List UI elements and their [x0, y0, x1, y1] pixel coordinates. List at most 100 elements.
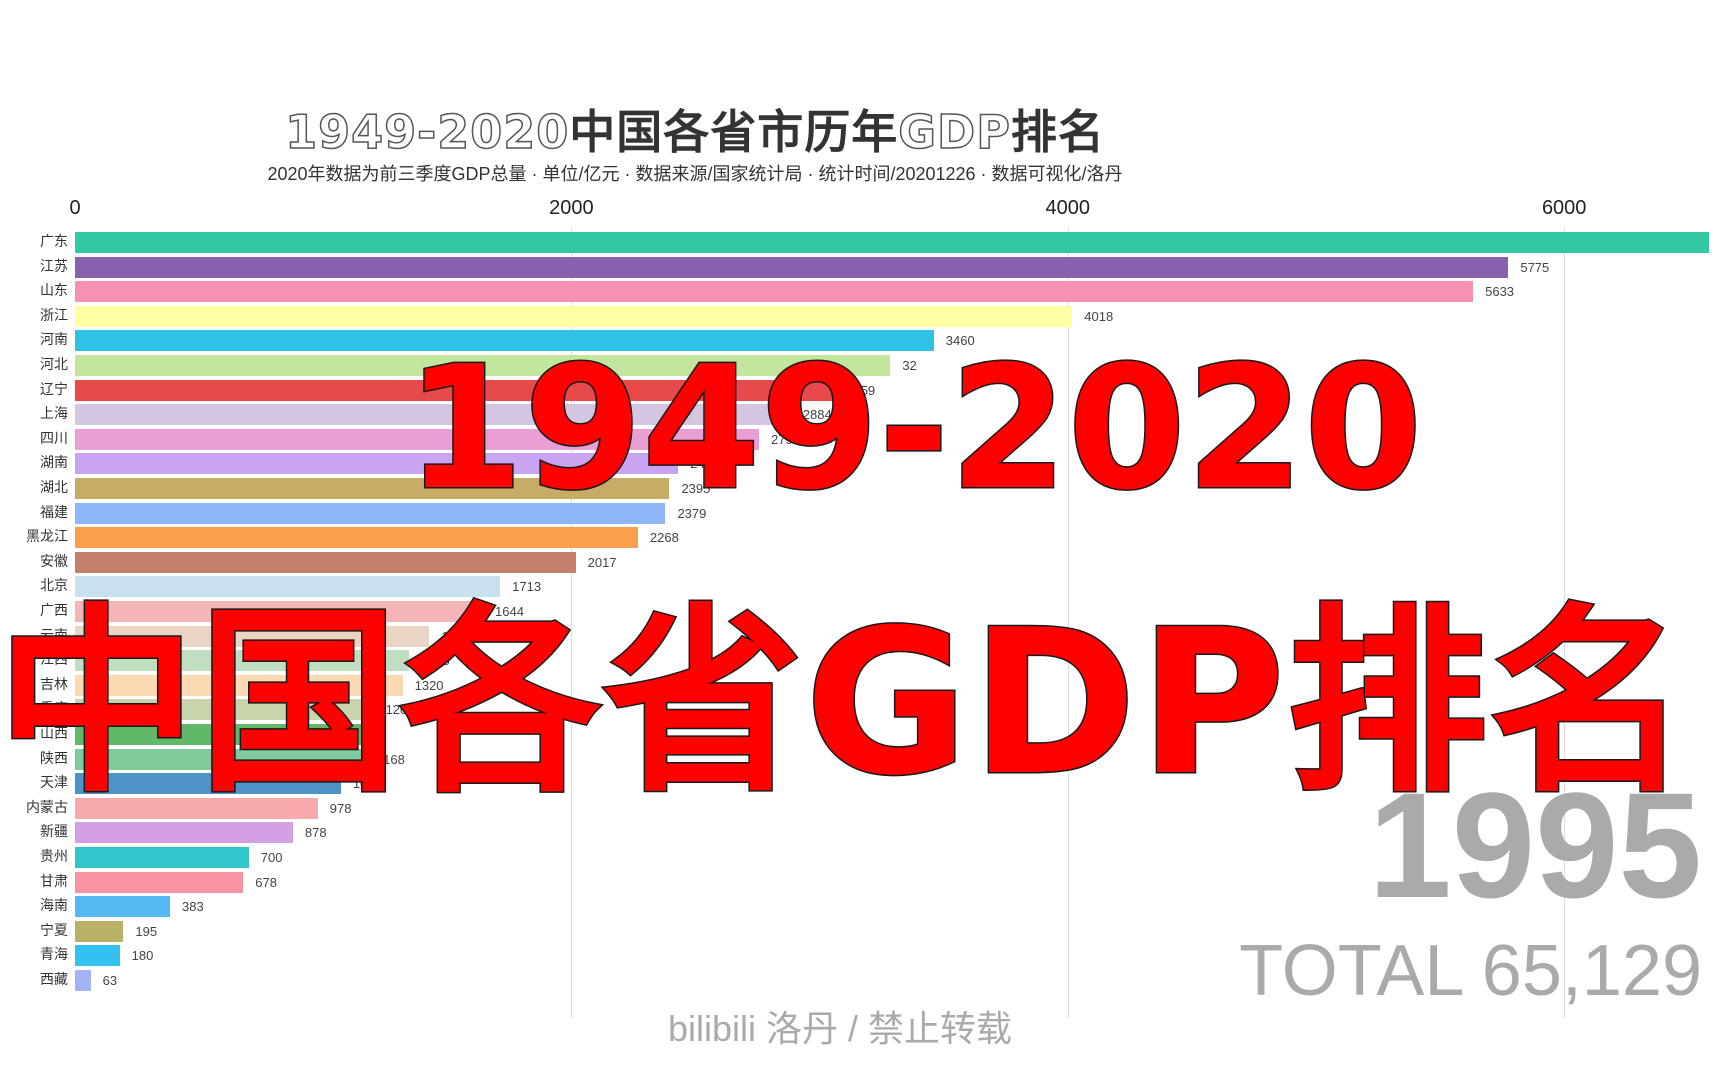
bar-row: 山东 5633: [0, 281, 1728, 303]
chart-title: 1949-2020中国各省市历年GDP排名: [0, 96, 1390, 162]
bar-row: 安徽 2017: [0, 551, 1728, 573]
gridline: [1067, 228, 1069, 1018]
bar-value-label: 3059: [846, 382, 876, 398]
gdp-bar: [75, 601, 484, 622]
province-label: 广东: [40, 234, 68, 250]
gdp-bar: [75, 478, 670, 499]
gdp-bar: [75, 305, 1073, 327]
gdp-bar: [75, 625, 430, 647]
gdp-bar: [75, 674, 403, 696]
gdp-bar: [75, 650, 409, 672]
province-label: 宁夏: [40, 922, 68, 939]
gdp-bar: [75, 970, 91, 991]
bar-value-label: 1713: [512, 579, 542, 595]
bar-row: 上海 2884: [0, 404, 1728, 426]
bar-value-label: 2379: [677, 505, 707, 521]
total-label: TOTAL 65,129: [1239, 931, 1702, 1011]
bar-value-label: 1320: [414, 677, 444, 693]
gdp-bar: [75, 822, 293, 844]
bar-value-label: 700: [260, 850, 283, 865]
gdp-bar: [75, 404, 791, 426]
bar-value-label: 5775: [1520, 259, 1550, 275]
province-label: 吉林: [40, 676, 68, 693]
overlay-years-text: 1949-2020: [404, 329, 1424, 530]
gridline: [571, 228, 573, 1018]
bar-value-label: 32: [902, 358, 917, 373]
bar-value-label: 2017: [587, 554, 617, 570]
province-label: 湖南: [40, 455, 68, 472]
province-label: 四川: [40, 430, 68, 447]
province-label: 贵州: [40, 849, 68, 865]
bar-row: 河北 32: [0, 355, 1728, 376]
gridline: [1564, 228, 1566, 1018]
province-label: 江西: [40, 652, 68, 669]
gdp-bar: [75, 428, 760, 450]
province-label: 上海: [40, 406, 68, 423]
gdp-bar: [75, 232, 1710, 253]
province-label: 广西: [40, 603, 68, 619]
province-label: 辽宁: [40, 381, 68, 398]
title-years: 1949-2020: [284, 104, 570, 160]
bar-row: 吉林 1320: [0, 674, 1728, 696]
bar-row: 福建 2379: [0, 502, 1728, 524]
gdp-bar: [75, 724, 370, 745]
bar-row: 云南 1428: [0, 625, 1728, 647]
chart-subtitle: 2020年数据为前三季度GDP总量 · 单位/亿元 · 数据来源/国家统计局 ·…: [267, 164, 1123, 184]
bar-row: 重庆 1203: [0, 699, 1728, 721]
bar-row: 陕西 1168: [0, 748, 1728, 770]
gdp-bar: [75, 281, 1474, 303]
bar-row: 新疆 878: [0, 822, 1728, 844]
bar-row: 北京 1713: [0, 576, 1728, 598]
bar-row: 天津 1071: [0, 773, 1728, 795]
gdp-bar: [75, 797, 318, 819]
bar-row: 西藏 63: [0, 970, 1728, 991]
province-label: 青海: [40, 947, 68, 964]
gdp-bar: [75, 576, 501, 598]
bar-row: 浙江 4018: [0, 305, 1728, 327]
bar-value-label: 2268: [649, 530, 679, 546]
bar-row: 广东: [0, 232, 1728, 253]
axis-tick-label: 0: [69, 197, 81, 219]
gdp-bar: [75, 699, 374, 721]
province-label: 重庆: [40, 701, 68, 718]
gdp-bar: [75, 871, 244, 893]
gdp-bar: [75, 256, 1509, 278]
bar-value-label: 2884: [802, 407, 832, 423]
bar-row: 江西 1345: [0, 650, 1728, 672]
bar-value-label: 1168: [376, 751, 405, 767]
bar-value-label: 2756: [771, 431, 800, 447]
gdp-bar: [75, 502, 666, 524]
bar-value-label: 1345: [420, 653, 450, 669]
gdp-bar: [75, 896, 171, 918]
province-label: 甘肃: [40, 873, 68, 890]
province-label: 陕西: [40, 750, 68, 767]
bar-value-label: 2395: [681, 481, 711, 496]
bar-value-label: 195: [135, 923, 158, 939]
title-end: 排名: [1010, 105, 1105, 159]
province-label: 北京: [40, 578, 68, 595]
gdp-bar: [75, 527, 638, 549]
bar-row: 湖南 2430: [0, 453, 1728, 475]
province-label: 湖北: [40, 480, 68, 496]
province-label: 河南: [40, 332, 68, 349]
bar-row: 河南 3460: [0, 330, 1728, 352]
bar-row: 江苏 5775: [0, 256, 1728, 278]
province-label: 内蒙古: [26, 799, 68, 816]
title-gdp: GDP: [898, 104, 1011, 160]
bar-row: 宁夏 195: [0, 920, 1728, 942]
bar-value-label: 5633: [1485, 284, 1515, 300]
bar-value-label: 1203: [385, 702, 415, 718]
bar-value-label: 2430: [690, 456, 720, 472]
bar-row: 山西: [0, 724, 1728, 745]
bar-value-label: 878: [304, 825, 327, 841]
province-label: 河北: [40, 357, 68, 373]
bar-row: 黑龙江 2268: [0, 527, 1728, 549]
gdp-bar: [75, 330, 934, 352]
province-label: 浙江: [40, 307, 68, 324]
axis-tick-label: 4000: [1045, 197, 1091, 219]
province-label: 天津: [40, 775, 68, 792]
province-label: 黑龙江: [26, 529, 68, 546]
title-main: 中国各省市历年: [569, 105, 899, 159]
top-band: [0, 0, 1728, 88]
watermark: bilibili 洛丹 / 禁止转载: [668, 1008, 1013, 1049]
